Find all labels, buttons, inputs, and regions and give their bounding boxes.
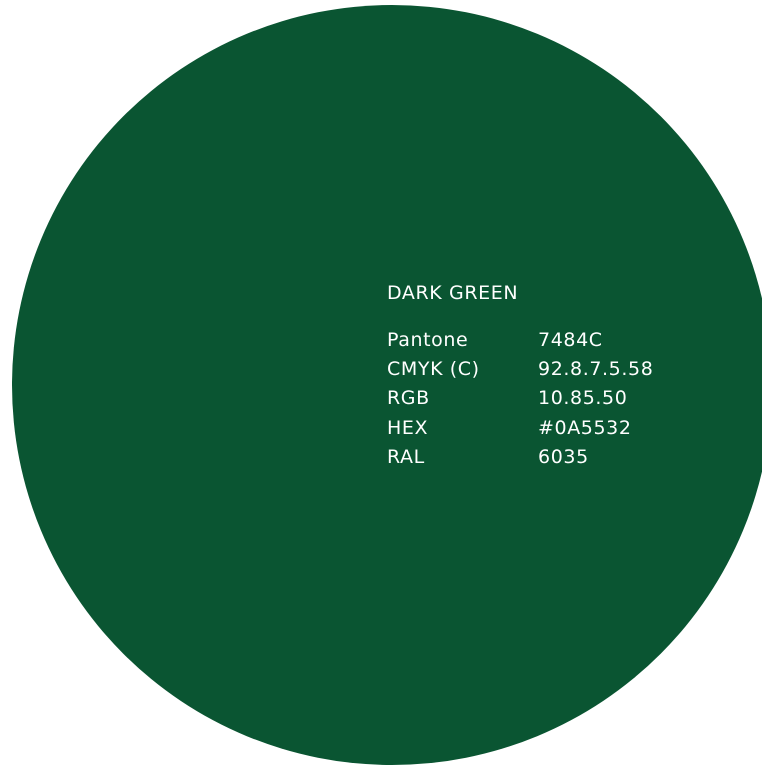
spec-label: HEX bbox=[387, 416, 429, 439]
spec-label: CMYK (C) bbox=[387, 357, 480, 380]
spec-label: RAL bbox=[387, 445, 425, 468]
spec-row-ral: RAL 6035 bbox=[387, 442, 653, 471]
color-name: DARK GREEN bbox=[387, 282, 519, 304]
spec-value: 92.8.7.5.58 bbox=[538, 357, 654, 380]
spec-value: 7484C bbox=[538, 328, 603, 351]
spec-label: RGB bbox=[387, 387, 430, 410]
spec-row-cmyk: CMYK (C) 92.8.7.5.58 bbox=[387, 354, 653, 383]
spec-value: 6035 bbox=[538, 445, 589, 468]
color-spec-list: Pantone 7484C CMYK (C) 92.8.7.5.58 RGB 1… bbox=[387, 325, 653, 471]
spec-value: #0A5532 bbox=[538, 416, 632, 439]
color-info: DARK GREEN Pantone 7484C CMYK (C) 92.8.7… bbox=[387, 281, 653, 471]
spec-label: Pantone bbox=[387, 328, 469, 351]
spec-row-hex: HEX #0A5532 bbox=[387, 413, 653, 442]
spec-row-rgb: RGB 10.85.50 bbox=[387, 384, 653, 413]
spec-value: 10.85.50 bbox=[538, 387, 628, 410]
spec-row-pantone: Pantone 7484C bbox=[387, 325, 653, 354]
color-swatch-circle bbox=[12, 5, 762, 765]
